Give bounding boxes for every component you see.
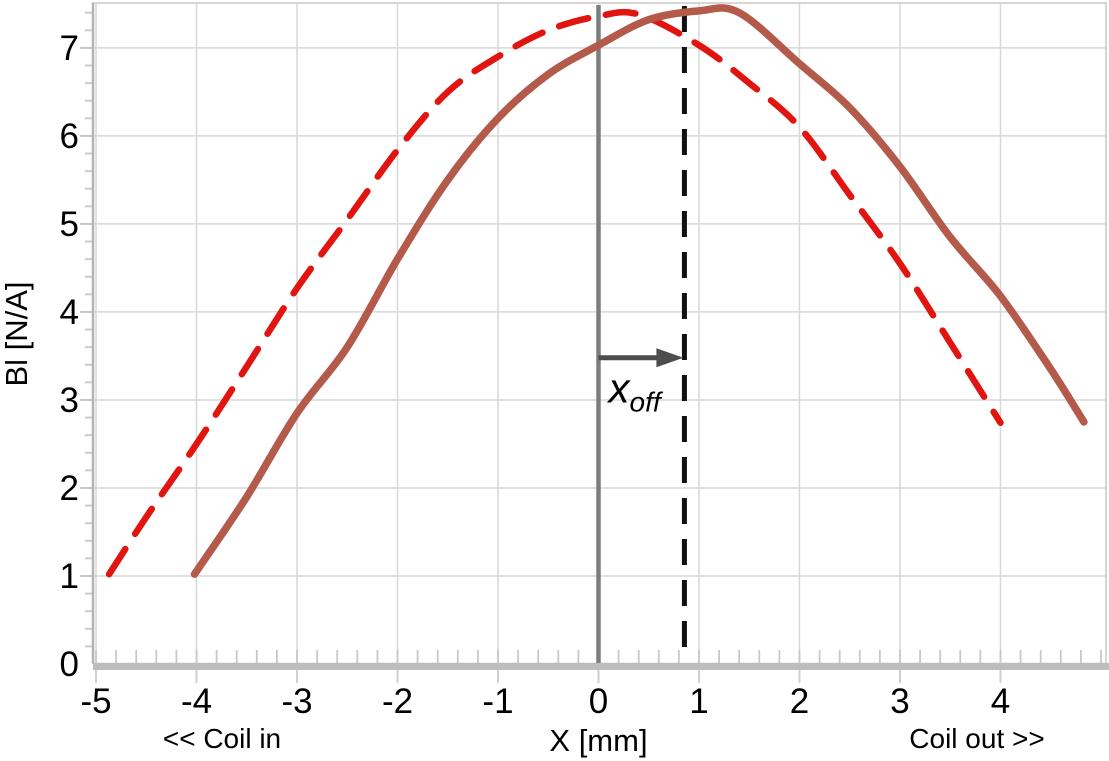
dashed-red-curve <box>105 8 1004 578</box>
x-tick-label: -5 <box>80 682 111 721</box>
y-tick-label: 5 <box>60 205 79 244</box>
y-tick-label: 4 <box>60 293 79 332</box>
x-tick-label: -4 <box>181 682 212 721</box>
x-tick-label: -1 <box>482 682 513 721</box>
x-tick-label: 4 <box>991 682 1010 721</box>
x-axis-title: X [mm] <box>549 723 647 758</box>
x-tick-label: -3 <box>281 682 312 721</box>
y-tick-label: 1 <box>60 557 79 596</box>
solid-brown-curve <box>190 4 1088 578</box>
y-axis-title: Bl [N/A] <box>0 281 34 386</box>
coil-out-label: Coil out >> <box>909 723 1044 754</box>
x-offset-label-sub: off <box>630 387 664 418</box>
y-tick-label: 0 <box>60 645 79 684</box>
x-tick-label: -2 <box>382 682 413 721</box>
x-tick-label: 1 <box>689 682 708 721</box>
y-tick-label: 7 <box>60 29 79 68</box>
y-tick-label: 6 <box>60 117 79 156</box>
x-offset-arrow-head <box>656 348 684 368</box>
x-tick-label: 2 <box>790 682 809 721</box>
coil-in-label: << Coil in <box>163 723 281 754</box>
y-tick-label: 3 <box>60 381 79 420</box>
x-tick-label: 0 <box>589 682 608 721</box>
y-tick-label: 2 <box>60 469 79 508</box>
x-tick-label: 3 <box>890 682 909 721</box>
